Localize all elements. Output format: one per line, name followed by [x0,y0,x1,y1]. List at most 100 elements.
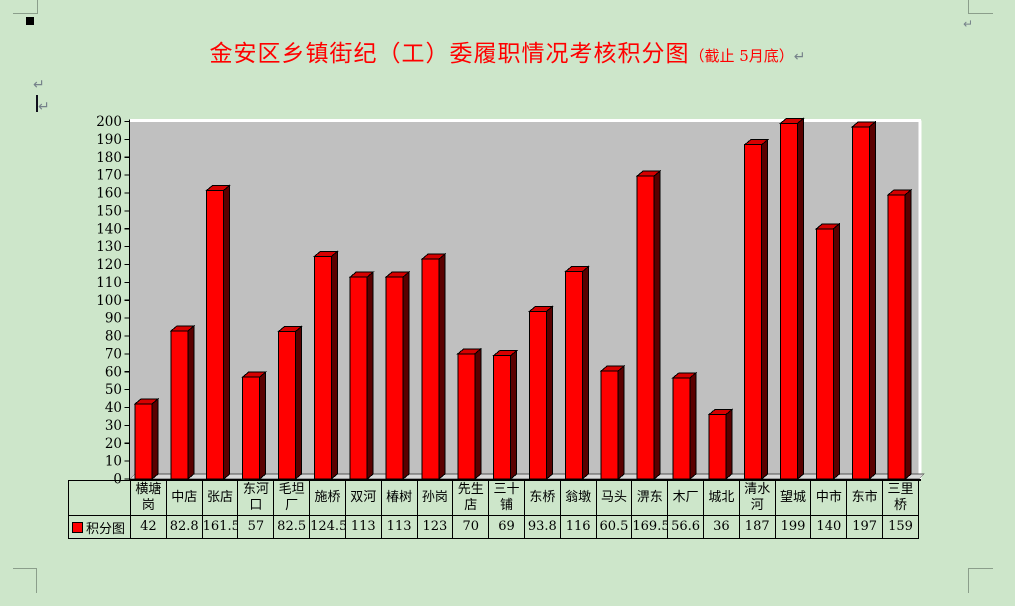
value-cell: 161.5 [201,515,239,539]
bar [420,253,447,481]
bar-top-face [599,365,626,372]
bar-front-face [672,377,691,480]
y-axis-label: 80 [105,329,122,345]
bar-top-face [384,271,411,278]
bar-top-face [277,326,303,333]
y-axis-label: 100 [96,293,122,309]
chart-title: 金安区乡镇街纪（工）委履职情况考核积分图（截止 5月底）↵ [0,34,1015,68]
bar-side-face [761,138,769,481]
bar [169,324,196,481]
value-cell: 197 [846,515,884,539]
y-axis-label: 170 [96,168,122,184]
category-cell: 淠东 [631,480,669,516]
y-axis-label: 30 [105,418,122,434]
bar-top-face [743,139,770,146]
bar [815,222,841,481]
y-axis-label: 200 [96,114,122,130]
value-cell: 36 [703,515,740,539]
value-cell: 116 [559,515,597,539]
bar-top-face [492,350,519,357]
bar [743,138,770,481]
bar-top-face [886,189,913,196]
category-cell: 木厂 [667,480,704,516]
bar-top-face [312,250,339,257]
y-axis-label: 0 [113,472,122,488]
legend-label: 积分图 [86,521,126,537]
category-cell: 望城 [774,480,812,516]
bar-side-face [330,250,338,481]
value-cell: 159 [882,515,919,539]
bar-top-face [133,398,160,405]
bar-front-face [564,271,583,480]
paragraph-mark-icon: ↵ [33,77,45,93]
bar-top-face [815,223,841,230]
chart-title-suffix: （截止 5月底） [689,47,794,65]
category-cell: 三十铺 [488,480,525,516]
value-cell: 199 [774,515,812,539]
bar-front-face [529,310,547,480]
y-axis-label: 40 [105,400,122,416]
value-cell: 70 [452,515,490,539]
category-cell: 孙岗 [416,480,454,516]
bar [133,397,160,481]
category-cell: 横塘岗 [130,480,167,516]
bar [456,347,483,481]
bar [528,305,554,481]
bar [599,364,626,481]
bar [312,250,339,481]
value-cell: 82.5 [273,515,311,539]
bar [779,117,805,481]
bar-side-face [510,349,518,481]
margin-crop-mark-top-left [13,0,38,14]
bar-side-face [187,324,195,481]
value-cell: 113 [344,515,382,539]
chart-data-table[interactable]: 横塘岗 中店 张店 东河口 毛坦厂 施桥 双河 椿树 孙岗 先生店 三十铺 东桥 翁墩 马头 淠东 木厂 城北清… [68,480,919,539]
bar-side-face [868,120,876,481]
bar-front-face [385,276,404,480]
empty-corner-cell [68,480,131,516]
bar-side-face [294,325,302,481]
bar-top-face [205,184,232,191]
bar-front-face [277,331,296,480]
y-axis-label: 160 [96,186,122,202]
bar-side-face [653,169,661,481]
value-cell: 124.5 [309,515,346,539]
bar-top-face [456,348,483,355]
bar-front-face [313,255,332,480]
category-cell: 毛坦厂 [273,480,311,516]
bar-front-face [887,194,906,480]
bar-side-face [366,270,374,481]
bar-front-face [708,414,727,480]
bar-side-face [689,371,697,481]
bar-top-face [671,372,698,379]
bar-front-face [170,330,189,480]
bar-side-face [797,117,805,481]
margin-crop-mark-bottom-right [968,568,993,593]
bar-front-face [134,403,153,480]
bar [707,408,734,481]
category-cell: 双河 [344,480,382,516]
value-cell: 123 [416,515,454,539]
value-cell: 60.5 [595,515,633,539]
bar-side-face [151,397,159,481]
y-axis-label: 50 [105,382,122,398]
category-row: 横塘岗 中店 张店 东河口 毛坦厂 施桥 双河 椿树 孙岗 先生店 三十铺 东桥 翁墩 马头 淠东 木厂 城北清… [68,480,919,516]
bar-top-face [563,266,590,273]
category-cell: 翁墩 [559,480,597,516]
bar-side-face [259,371,267,481]
category-cell: 东桥 [523,480,561,516]
bar-side-face [546,305,553,481]
category-cell: 马头 [595,480,633,516]
y-axis-label: 120 [96,257,122,273]
bar-front-face [780,122,799,480]
margin-crop-mark-top-right [968,0,993,14]
value-cell: 187 [738,515,776,539]
bar-side-face [725,408,733,481]
category-cell: 中店 [165,480,203,516]
bar-front-face [744,144,763,480]
paragraph-mark-icon: ↵ [38,99,50,115]
category-cell: 施桥 [309,480,346,516]
bar [850,120,877,481]
bar [635,169,662,481]
